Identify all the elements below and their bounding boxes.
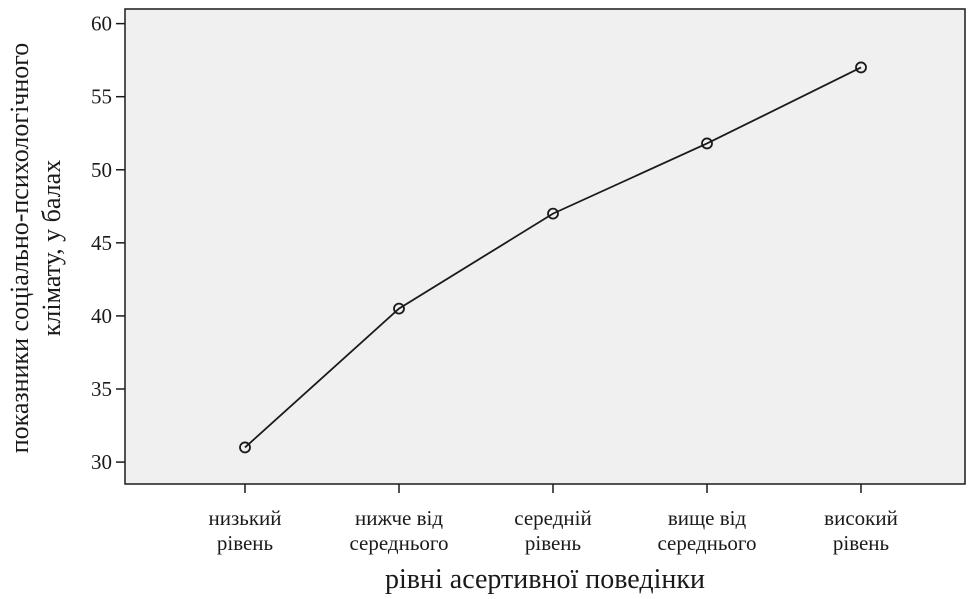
y-axis-title-line-1: показники соціально-психологічного — [5, 43, 34, 454]
data-point — [239, 441, 251, 454]
data-point — [855, 61, 867, 74]
y-tick-label: 30 — [91, 450, 112, 474]
x-tick-label: середнього — [657, 531, 756, 555]
x-tick-label: рівень — [833, 531, 889, 555]
x-axis-title: рівні асертивної поведінки — [385, 564, 705, 595]
x-tick-label: середній — [514, 506, 591, 530]
y-axis: 30 35 40 45 50 55 60 — [91, 12, 125, 474]
y-tick-label: 55 — [91, 85, 112, 109]
series-group — [239, 61, 867, 454]
y-tick-label: 35 — [91, 377, 112, 401]
y-axis-title-line-2: клімату, у балах — [37, 160, 66, 336]
x-tick-label: рівень — [217, 531, 273, 555]
plot-area — [124, 8, 966, 485]
x-tick-label: нижче від — [355, 506, 443, 530]
y-tick-label: 45 — [91, 231, 112, 255]
data-point — [701, 137, 713, 150]
y-tick-label: 60 — [91, 12, 112, 36]
y-tick-label: 40 — [91, 304, 112, 328]
data-point — [547, 207, 559, 220]
data-point — [393, 302, 405, 315]
x-tick-label: високий — [824, 506, 898, 530]
x-tick-label: вище від — [668, 506, 747, 530]
y-tick-label: 50 — [91, 158, 112, 182]
series-line — [244, 66, 862, 449]
x-tick-label: рівень — [525, 531, 581, 555]
x-tick-label: середнього — [349, 531, 448, 555]
x-tick-label: низький — [208, 506, 281, 530]
